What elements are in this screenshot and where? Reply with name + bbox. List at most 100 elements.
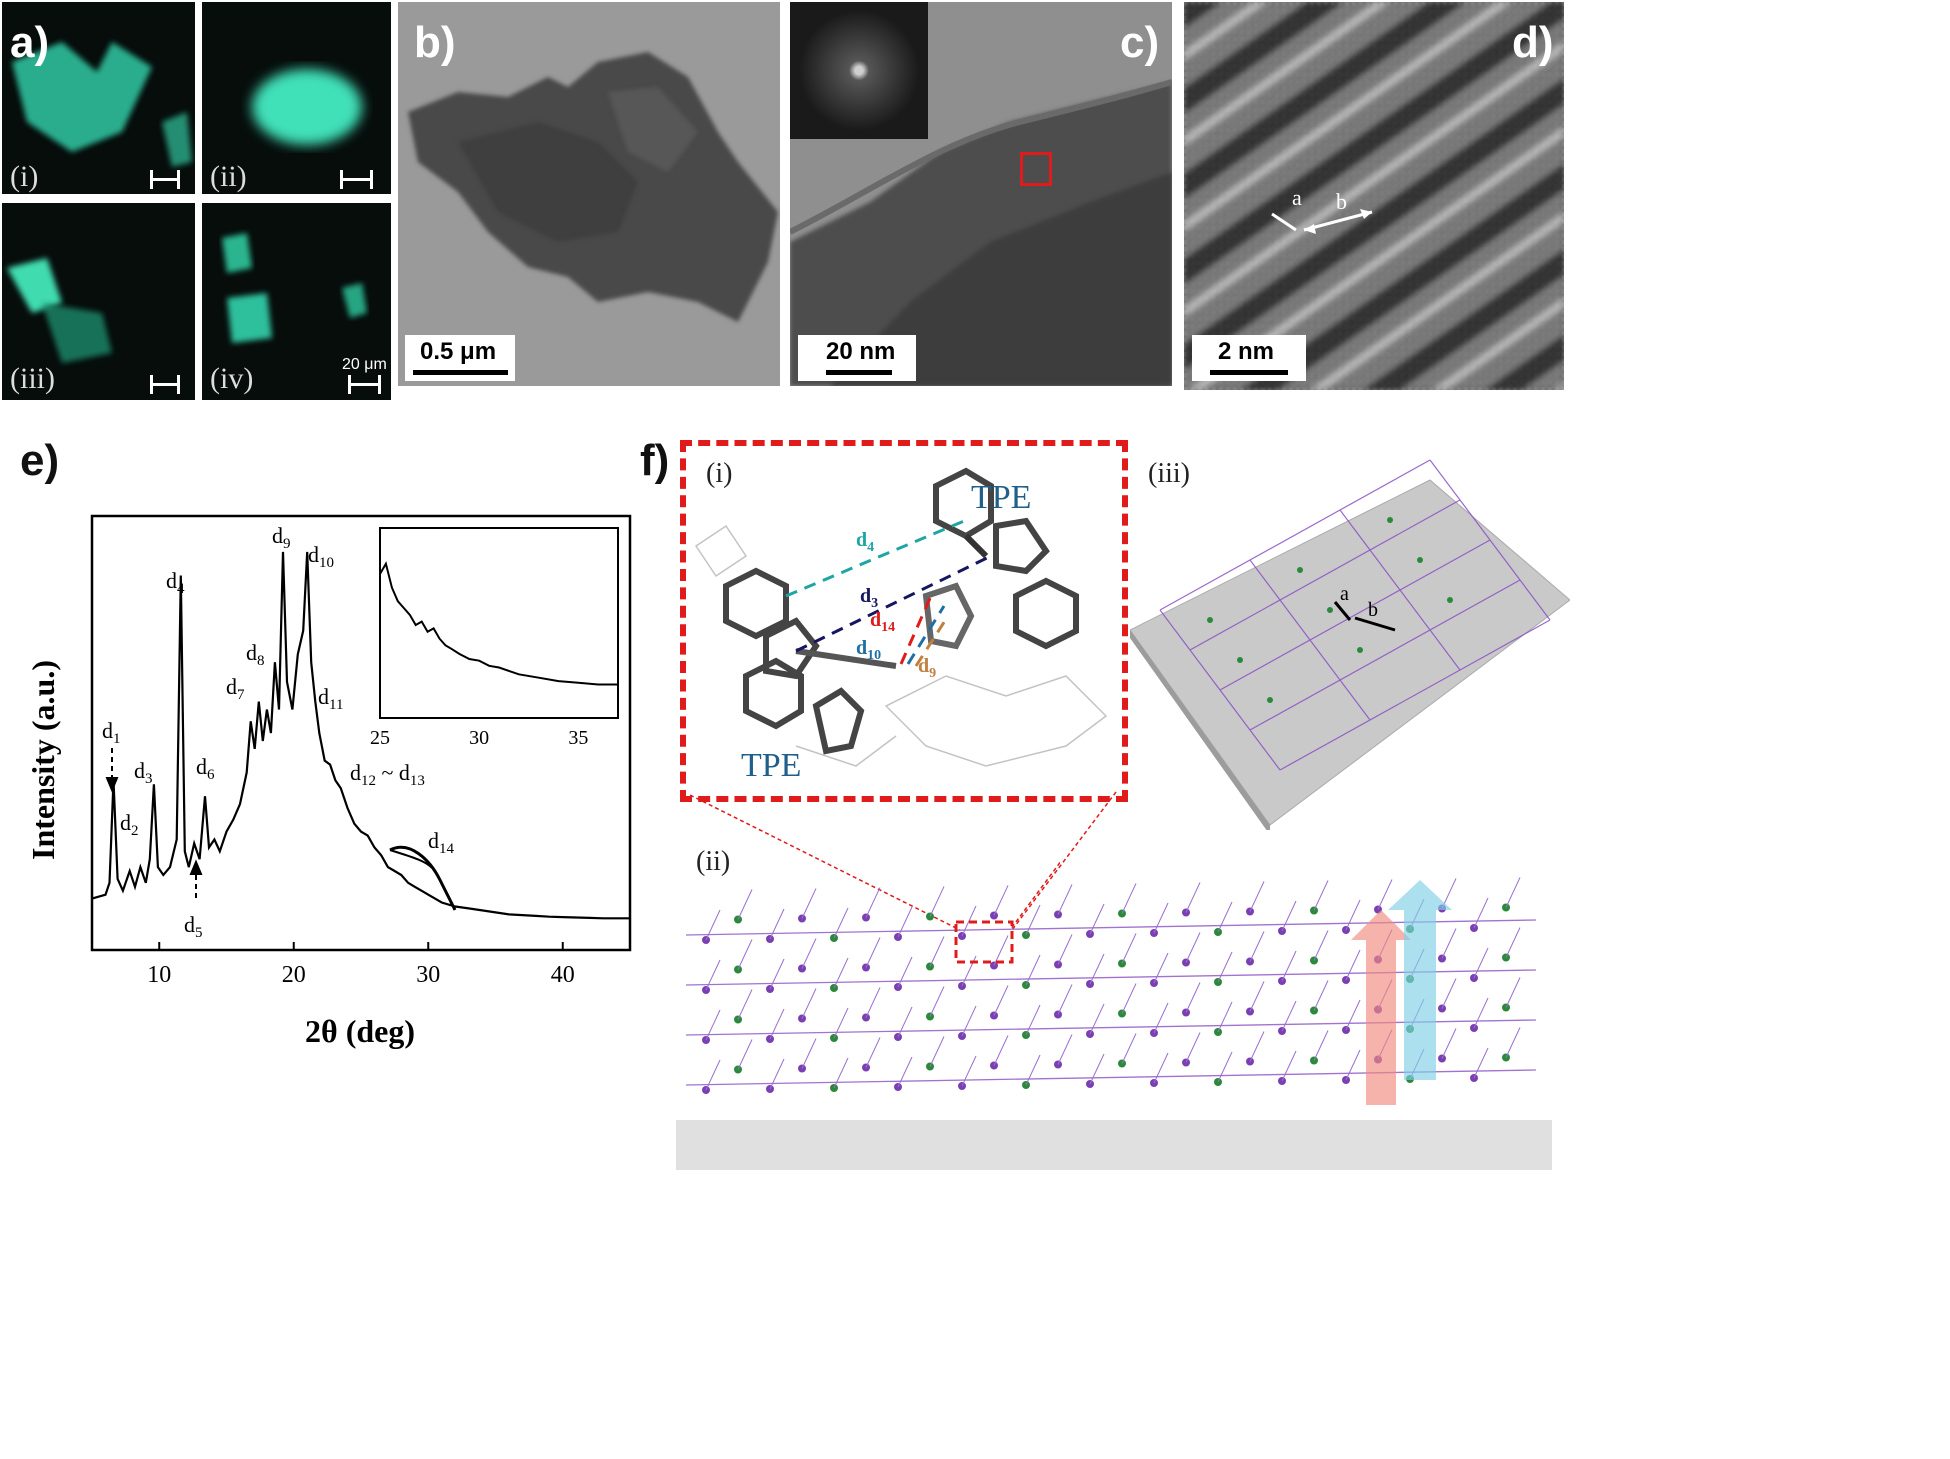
panel-d: a b [1184, 2, 1564, 390]
selection-box [1020, 152, 1052, 186]
lattice-bond [897, 1056, 913, 1088]
panel-label-b: b) [414, 18, 456, 67]
lattice-bond [1249, 881, 1265, 912]
xrd-series-line [91, 551, 630, 920]
panel-label-e: e) [20, 436, 60, 485]
label-d14: d14 [870, 609, 895, 635]
plot-frame [90, 514, 632, 952]
lattice-bond [1505, 927, 1521, 958]
lattice-bond [1121, 1033, 1137, 1064]
scale-bar-a-ii [340, 170, 373, 189]
panel-a-iv [202, 203, 391, 400]
lattice-bond [801, 1038, 817, 1069]
lattice-bond [1089, 903, 1105, 935]
lattice-bond [1217, 901, 1233, 933]
subpanel-label-f-iii: (iii) [1148, 458, 1190, 489]
lattice-bond [897, 906, 913, 938]
arrow-a-d [1271, 212, 1297, 232]
lattice-bond [993, 885, 1009, 916]
lattice-bond [1505, 877, 1521, 908]
peak-label-d2: d2 [120, 810, 139, 839]
lattice-bond [897, 1006, 913, 1038]
lattice-bond [865, 1037, 881, 1068]
lattice-bond [1473, 1047, 1489, 1079]
substrate [676, 1120, 1552, 1170]
lattice-bond [833, 957, 849, 989]
lattice-bond [1089, 1003, 1105, 1035]
inset-x-tick-label: 35 [568, 727, 588, 749]
fluorescence-image-iv [222, 233, 367, 343]
lattice-bond [1217, 951, 1233, 983]
lattice-bond [1089, 1053, 1105, 1085]
lattice-bond [1249, 931, 1265, 962]
lattice-bond [929, 936, 945, 967]
distance-d9 [914, 615, 950, 667]
lattice-bond [705, 909, 721, 941]
lattice-bond [1025, 904, 1041, 936]
lattice-bond [801, 938, 817, 969]
x-tick-label: 30 [416, 962, 440, 988]
peak-label-d12-d13: d12 ~ d13 [350, 760, 425, 789]
inset-x-tick-label: 30 [469, 727, 489, 749]
tpe-label-bottom: TPE [741, 747, 801, 784]
lattice-bond [1345, 949, 1361, 981]
lattice-bond [865, 937, 881, 968]
lattice-bond [929, 986, 945, 1017]
arrow-blue [1388, 880, 1452, 1080]
scale-bar-b [413, 370, 508, 375]
tem-image-b [408, 52, 778, 322]
peak-label-d6: d6 [196, 754, 215, 783]
subpanel-label-f-i: (i) [706, 458, 733, 489]
lattice-bond [1345, 999, 1361, 1031]
x-tick-label: 40 [551, 962, 575, 988]
lattice-bond [1185, 882, 1201, 913]
scale-label-d: 2 nm [1218, 338, 1275, 365]
inset-x-ticks: 25 30 35 [370, 727, 588, 749]
lattice-bond [1185, 932, 1201, 963]
label-d4: d4 [856, 529, 874, 555]
lattice-bond [1153, 1002, 1169, 1034]
peak-label-d11: d11 [318, 684, 343, 713]
tem-image-c [790, 79, 1172, 386]
lattice-bond [1281, 900, 1297, 932]
lattice-bond [801, 988, 817, 1019]
label-d10: d10 [856, 637, 881, 663]
label-a-d: a [1292, 185, 1302, 210]
lattice-bond [993, 1035, 1009, 1066]
peak-arrows [105, 748, 457, 911]
peak-label-d1: d1 [102, 718, 121, 747]
panel-label-a: a) [10, 18, 50, 67]
peak-label-d10: d10 [308, 542, 334, 571]
panel-c [790, 2, 1172, 386]
lattice-bond [737, 989, 753, 1020]
fluorescence-image-i [12, 42, 192, 167]
lattice-bond [737, 1039, 753, 1070]
peak-label-d14: d14 [428, 828, 455, 857]
distance-d3 [795, 554, 992, 653]
lattice-bond [1473, 997, 1489, 1029]
arrow-b-lattice [1354, 616, 1396, 632]
molecular-zoom-frame [680, 440, 1128, 802]
label-b-lattice: b [1368, 599, 1378, 621]
lattice-bond [1345, 1049, 1361, 1081]
inset-series-line [379, 561, 618, 686]
zoom-connectors [689, 794, 1060, 931]
lattice-bond [833, 907, 849, 939]
lattice-bond [1473, 947, 1489, 979]
lattice-bond [897, 956, 913, 988]
lattice-bond [1153, 1052, 1169, 1084]
lattice-bond [833, 1007, 849, 1039]
lattice-bond [1121, 883, 1137, 914]
subpanel-label-f-ii: (ii) [696, 846, 731, 877]
zoom-connector-right [1011, 791, 1117, 931]
lattice-bond [1121, 983, 1137, 1014]
peak-label-d4: d4 [166, 568, 185, 597]
lattice-bond [1249, 1031, 1265, 1062]
fluorescence-image-ii [252, 69, 362, 145]
scale-label-c: 20 nm [826, 338, 896, 365]
lattice-bond [1217, 1001, 1233, 1033]
lattice-bond [1057, 884, 1073, 915]
lattice-bond [1121, 933, 1137, 964]
peak-label-d7: d7 [226, 674, 245, 703]
peak-labels: d1 d2 d3 d4 d5 d6 d7 d8 d9 d10 d11 d12 ~… [102, 523, 455, 941]
